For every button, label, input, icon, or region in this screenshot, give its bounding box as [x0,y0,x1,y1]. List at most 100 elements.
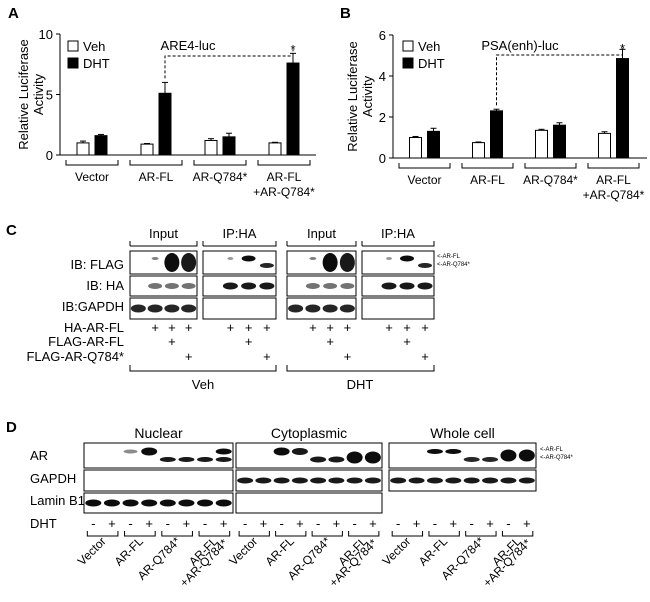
plus-sign: + [369,516,377,531]
band [417,282,433,290]
pair-bracket [161,531,193,537]
plus-sign: + [108,516,116,531]
plus-sign: + [260,516,268,531]
band [463,457,480,462]
band [164,304,180,313]
plus-sign: + [183,516,191,531]
chart-title: ARE4-luc [161,38,216,53]
header-input-dht-bracket [286,241,357,247]
bar-dht [94,135,108,156]
band [346,477,363,484]
band [215,457,232,462]
band [181,253,197,272]
minus-sign: - [470,516,474,531]
plus-sign: + [450,516,458,531]
pair-bracket [348,531,380,537]
band [364,477,381,484]
band-label-ar-fl: <-AR-FL [540,447,564,453]
minus-sign: - [396,516,400,531]
band [227,257,234,260]
band-label-ar-fl: <-AR-FL [437,254,461,260]
band [85,499,102,507]
band [259,282,275,290]
group-bracket [398,163,451,169]
pair-bracket [124,531,156,537]
plus-sign: + [421,349,429,364]
band-label-ar-q784: <-AR-Q784* [540,455,574,461]
x-label-vector: Vector [226,534,260,568]
band [178,457,195,462]
band [273,477,290,484]
x-label-combo-2: +AR-Q784* [253,185,315,199]
band [147,304,163,313]
band [500,477,517,484]
blot-c: Input IP:HA Input IP:HA IB: FLAG IB: HA IB:GAP… [26,226,470,392]
band [305,283,320,289]
y-tick-label: 5 [46,88,53,103]
band [291,477,308,484]
bar-veh [140,143,154,156]
legend-label-dht: DHT [83,56,110,71]
panel-d-label: D [6,419,17,436]
band [141,499,158,507]
x-label-combo-1: AR-FL [596,173,631,187]
pair-bracket [86,531,119,537]
band [237,477,254,484]
bar-veh [76,142,90,156]
y-axis-label-line1: Relative Luciferase [345,41,360,152]
header-input-veh: Input [149,226,178,241]
plus-sign: + [333,516,341,531]
band [346,451,363,464]
group-bracket [587,163,640,169]
band [500,449,517,462]
y-tick-label: 2 [379,110,386,125]
band [130,304,146,313]
bar-dht [222,136,236,156]
row-label-dht: DHT [30,516,57,531]
y-tick-label: 4 [379,69,386,84]
band [426,449,443,454]
band [482,477,499,484]
band [159,457,176,462]
plus-sign: + [486,516,494,531]
blot-box [388,469,537,492]
bar-dht [616,58,629,159]
group-bracket-veh [129,365,277,372]
plus-sign: + [421,320,429,335]
band [215,499,232,507]
x-label-ar-fl: AR-FL [112,534,147,569]
pair-bracket [311,531,343,537]
plus-sign: + [263,320,271,335]
band [197,499,214,507]
band [291,448,308,455]
x-label-ar-fl: AR-FL [139,170,174,184]
header-nuclear: Nuclear [134,425,183,441]
group-bracket [129,160,183,166]
header-input-veh-bracket [129,241,198,247]
y-tick-label: 0 [379,151,386,166]
plus-sign: + [227,320,235,335]
plus-sign: + [145,516,153,531]
band [386,257,392,260]
y-axis-label: Relative LuciferaseActivity [345,41,375,152]
bar-veh [472,142,485,159]
band [418,263,432,268]
plus-sign: + [263,349,271,364]
band [159,499,176,507]
significance-asterisk: * [620,41,625,56]
plus-sign: + [403,320,411,335]
bar-dht [286,62,300,156]
blot-box [202,297,277,320]
band [340,283,355,289]
band [241,255,256,262]
minus-sign: - [279,516,283,531]
band [181,304,197,313]
group-bracket [461,163,514,169]
pair-bracket [275,531,307,537]
plus-sign: + [151,320,159,335]
band [518,449,535,462]
x-label-combo-1: AR-FL [267,170,302,184]
minus-sign: - [166,516,170,531]
